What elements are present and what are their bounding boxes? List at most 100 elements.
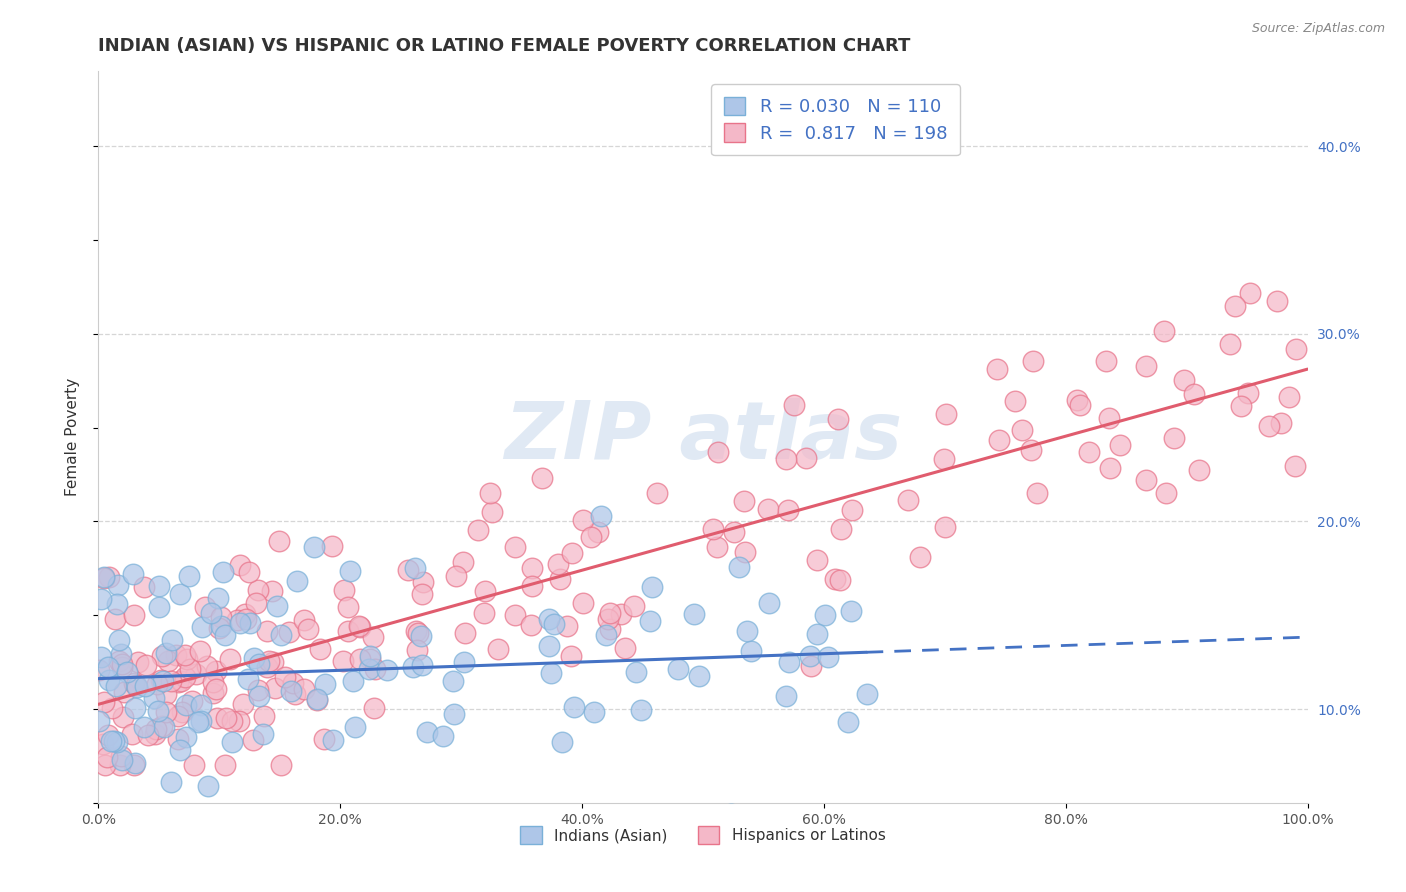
Point <box>404 561 426 575</box>
Point <box>90 591 112 606</box>
Point <box>336 624 359 639</box>
Point <box>179 662 201 676</box>
Point <box>828 574 851 588</box>
Point <box>934 452 956 467</box>
Point <box>1108 438 1130 452</box>
Point <box>122 758 145 772</box>
Point <box>361 631 384 645</box>
Point <box>934 520 956 534</box>
Point <box>190 620 212 634</box>
Point <box>599 606 621 620</box>
Point <box>1066 393 1088 408</box>
Point <box>229 558 252 573</box>
Point <box>226 613 249 627</box>
Point <box>239 616 262 631</box>
Point <box>112 710 135 724</box>
Text: ZIP atlas: ZIP atlas <box>503 398 903 476</box>
Point <box>132 580 155 594</box>
Point <box>107 578 129 592</box>
Point <box>406 625 429 640</box>
Point <box>247 657 270 671</box>
Point <box>205 711 228 725</box>
Point <box>93 570 115 584</box>
Point <box>107 654 129 668</box>
Point <box>342 674 364 689</box>
Point <box>1004 394 1026 409</box>
Point <box>253 709 276 723</box>
Point <box>176 651 198 665</box>
Point <box>537 639 560 653</box>
Point <box>270 758 292 772</box>
Point <box>562 700 585 714</box>
Point <box>205 681 228 696</box>
Point <box>309 642 332 657</box>
Point <box>153 720 176 734</box>
Point <box>474 584 496 599</box>
Point <box>1284 459 1306 474</box>
Point <box>359 662 381 676</box>
Point <box>148 599 170 614</box>
Point <box>93 571 115 585</box>
Point <box>174 730 197 744</box>
Point <box>551 735 574 749</box>
Point <box>411 658 433 673</box>
Point <box>683 607 706 622</box>
Point <box>402 660 425 674</box>
Point <box>638 614 661 628</box>
Point <box>134 679 156 693</box>
Point <box>364 662 387 676</box>
Point <box>830 522 852 536</box>
Point <box>263 681 285 695</box>
Point <box>184 666 207 681</box>
Point <box>98 569 121 583</box>
Point <box>112 684 135 698</box>
Point <box>260 583 283 598</box>
Point <box>817 650 839 665</box>
Point <box>297 622 319 636</box>
Point <box>89 714 111 728</box>
Point <box>503 607 526 622</box>
Point <box>245 596 267 610</box>
Point <box>242 733 264 747</box>
Point <box>125 678 148 692</box>
Point <box>228 714 250 728</box>
Point <box>531 471 554 485</box>
Point <box>1153 324 1175 338</box>
Point <box>219 652 242 666</box>
Point <box>432 729 454 743</box>
Point <box>1099 460 1122 475</box>
Point <box>1069 398 1091 412</box>
Point <box>800 658 823 673</box>
Point <box>641 580 664 594</box>
Point <box>1270 416 1292 430</box>
Point <box>179 568 201 582</box>
Point <box>756 501 779 516</box>
Point <box>146 704 169 718</box>
Point <box>87 663 110 677</box>
Point <box>166 732 188 747</box>
Point <box>105 679 128 693</box>
Point <box>481 505 503 519</box>
Point <box>207 591 229 605</box>
Point <box>190 714 212 728</box>
Point <box>344 720 367 734</box>
Point <box>256 624 278 638</box>
Point <box>503 540 526 554</box>
Point <box>522 579 544 593</box>
Point <box>740 644 762 658</box>
Point <box>371 814 394 829</box>
Point <box>537 612 560 626</box>
Point <box>359 652 381 666</box>
Point <box>232 697 254 711</box>
Point <box>547 557 569 571</box>
Point <box>110 657 132 672</box>
Point <box>145 676 167 690</box>
Point <box>150 648 173 663</box>
Point <box>150 719 173 733</box>
Point <box>1265 294 1288 309</box>
Point <box>806 553 828 567</box>
Y-axis label: Female Poverty: Female Poverty <box>65 378 80 496</box>
Point <box>159 674 181 689</box>
Point <box>221 814 243 829</box>
Point <box>197 659 219 673</box>
